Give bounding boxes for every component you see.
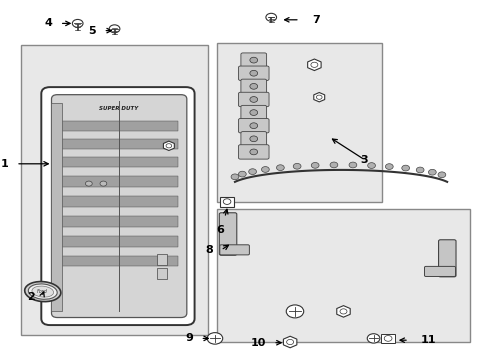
Bar	[381, 334, 394, 343]
Bar	[61, 256, 177, 266]
Bar	[157, 254, 167, 265]
Circle shape	[427, 169, 435, 175]
FancyBboxPatch shape	[424, 266, 455, 276]
Text: 5: 5	[88, 26, 96, 36]
FancyBboxPatch shape	[219, 213, 236, 255]
Bar	[61, 196, 177, 207]
Bar	[61, 157, 177, 167]
Bar	[220, 197, 233, 207]
Circle shape	[384, 336, 391, 341]
Circle shape	[311, 162, 318, 168]
Bar	[61, 121, 177, 131]
Circle shape	[248, 169, 256, 175]
FancyBboxPatch shape	[238, 145, 268, 159]
FancyBboxPatch shape	[241, 132, 266, 146]
Polygon shape	[307, 59, 321, 71]
Circle shape	[109, 25, 120, 33]
Bar	[51, 103, 62, 311]
Polygon shape	[163, 141, 174, 150]
Circle shape	[329, 162, 337, 168]
Text: 9: 9	[185, 333, 193, 343]
Circle shape	[238, 171, 246, 177]
Circle shape	[249, 110, 257, 116]
Text: 1: 1	[1, 159, 9, 169]
FancyBboxPatch shape	[438, 240, 455, 277]
FancyBboxPatch shape	[41, 87, 194, 325]
FancyBboxPatch shape	[238, 66, 268, 80]
Bar	[61, 176, 177, 187]
Polygon shape	[217, 43, 382, 202]
Circle shape	[249, 149, 257, 155]
Polygon shape	[283, 336, 296, 348]
Circle shape	[415, 167, 423, 173]
Circle shape	[249, 70, 257, 76]
Text: 4: 4	[44, 18, 52, 28]
Text: 10: 10	[250, 338, 265, 348]
Circle shape	[223, 199, 230, 204]
Circle shape	[231, 174, 238, 180]
Ellipse shape	[32, 286, 54, 297]
Bar	[61, 216, 177, 227]
FancyBboxPatch shape	[241, 53, 266, 67]
FancyBboxPatch shape	[219, 245, 249, 255]
Circle shape	[265, 13, 276, 21]
Circle shape	[385, 164, 392, 170]
Circle shape	[100, 181, 106, 186]
Circle shape	[286, 339, 293, 345]
Polygon shape	[21, 45, 207, 335]
Circle shape	[249, 123, 257, 129]
Ellipse shape	[28, 284, 57, 299]
Text: 7: 7	[311, 15, 319, 25]
Circle shape	[310, 62, 317, 67]
Polygon shape	[336, 306, 349, 317]
Ellipse shape	[25, 282, 61, 302]
Circle shape	[285, 305, 303, 318]
Text: 3: 3	[359, 155, 367, 165]
Circle shape	[348, 162, 356, 168]
Bar	[157, 268, 167, 279]
FancyBboxPatch shape	[241, 105, 266, 120]
Circle shape	[85, 181, 92, 186]
Text: 8: 8	[205, 245, 213, 255]
Circle shape	[72, 19, 83, 27]
Circle shape	[249, 96, 257, 102]
Text: Ford: Ford	[37, 289, 48, 294]
FancyBboxPatch shape	[51, 95, 186, 318]
Circle shape	[207, 333, 222, 344]
Bar	[61, 236, 177, 247]
Text: 2: 2	[27, 292, 35, 302]
Text: SUPER DUTY: SUPER DUTY	[99, 105, 138, 111]
Text: 11: 11	[420, 335, 436, 345]
Circle shape	[339, 309, 346, 314]
FancyBboxPatch shape	[241, 79, 266, 94]
Circle shape	[437, 172, 445, 177]
Circle shape	[366, 334, 379, 343]
Polygon shape	[313, 93, 324, 102]
Polygon shape	[217, 209, 468, 342]
Circle shape	[401, 165, 409, 171]
Circle shape	[166, 144, 171, 148]
Circle shape	[261, 167, 269, 172]
Bar	[61, 139, 177, 149]
Text: 6: 6	[215, 225, 224, 235]
Circle shape	[367, 163, 375, 168]
Circle shape	[249, 84, 257, 89]
FancyBboxPatch shape	[238, 92, 268, 107]
Circle shape	[249, 57, 257, 63]
Circle shape	[249, 136, 257, 142]
Circle shape	[316, 95, 322, 99]
FancyBboxPatch shape	[238, 118, 268, 133]
Circle shape	[293, 163, 301, 169]
Circle shape	[276, 165, 284, 171]
